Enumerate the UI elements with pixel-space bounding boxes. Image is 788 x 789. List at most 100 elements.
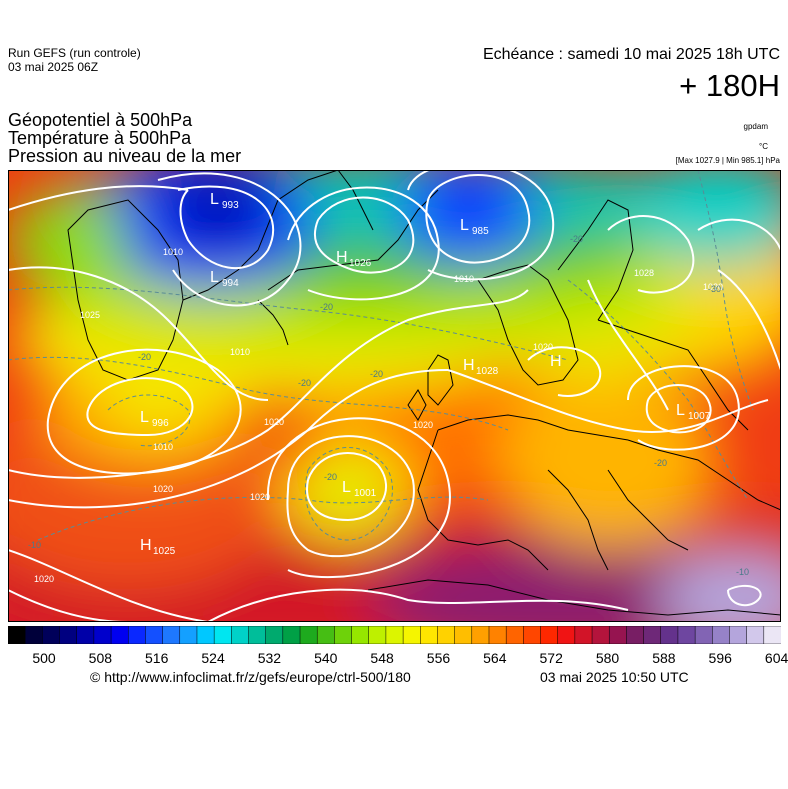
variable-geopotential: Géopotentiel à 500hPa — [8, 110, 193, 130]
color-scale-swatch — [248, 626, 267, 644]
svg-text:1001: 1001 — [354, 488, 377, 499]
color-scale-swatch — [608, 626, 627, 644]
color-scale-swatch — [540, 626, 559, 644]
variable-list: Géopotentiel à 500hPa Température à 500h… — [8, 111, 241, 165]
color-scale-swatch — [763, 626, 781, 644]
color-scale-label: 548 — [370, 650, 394, 666]
color-scale-label: 596 — [708, 650, 732, 666]
svg-text:L: L — [342, 479, 351, 496]
isobar-label: 1020 — [413, 420, 433, 430]
color-scale-swatch — [8, 626, 26, 644]
temperature-label: -20 — [320, 302, 333, 312]
color-scale-swatch — [351, 626, 370, 644]
pressure-max-min: [Max 1027.9 | Min 985.1] hPa — [675, 156, 780, 165]
svg-text:L: L — [676, 402, 685, 419]
temperature-label: -20 — [370, 369, 383, 379]
color-scale-label: 580 — [595, 650, 620, 666]
svg-text:1007: 1007 — [688, 411, 711, 422]
run-title: Run GEFS (run controle) — [8, 46, 141, 60]
svg-text:L: L — [210, 269, 219, 286]
color-scale-swatch — [299, 626, 318, 644]
temperature-label: -10 — [736, 567, 749, 577]
isobar-label: 1020 — [264, 417, 284, 427]
pressure-centers: L 993 L 985 H 1026 L 994 H 1028 L 996 — [140, 191, 711, 557]
color-scale-label: 516 — [145, 650, 169, 666]
isobar-label: 1020 — [533, 342, 553, 352]
color-scale-swatch — [677, 626, 696, 644]
color-scale-swatch — [110, 626, 129, 644]
forecast-step: + 180H — [679, 68, 780, 103]
color-scale-swatch — [76, 626, 95, 644]
svg-text:993: 993 — [222, 200, 239, 211]
color-scale-label: 508 — [88, 650, 113, 666]
svg-text:H: H — [140, 537, 152, 554]
isobar-label: 1020 — [250, 492, 270, 502]
color-scale-swatch — [557, 626, 576, 644]
isobar-label: 1010 — [163, 247, 183, 257]
color-scale-label: 524 — [201, 650, 225, 666]
isobar-label: 1028 — [634, 268, 654, 278]
temperature-labels: -20 -20 -20 -20 -20 -20 -20 -10 -10 -30 — [28, 234, 749, 577]
low-center-993: L 993 — [210, 191, 239, 211]
low-center-1007: L 1007 — [676, 402, 711, 422]
color-scale-swatch — [196, 626, 215, 644]
isobar-labels: 1010 1010 1010 1020 1020 1020 1020 1020 … — [34, 247, 723, 584]
variable-temperature: Température à 500hPa — [8, 128, 192, 148]
color-scale-swatch — [505, 626, 524, 644]
color-scale-swatch — [420, 626, 438, 644]
generated-time: 03 mai 2025 10:50 UTC — [540, 669, 689, 685]
color-scale-label: 540 — [314, 650, 338, 666]
source-credit: © http://www.infoclimat.fr/z/gefs/europe… — [90, 669, 411, 685]
svg-text:H: H — [336, 249, 348, 266]
color-scale-label: 588 — [652, 650, 676, 666]
svg-text:H: H — [550, 353, 562, 370]
color-scale-swatch — [127, 626, 146, 644]
temperature-label: -10 — [28, 540, 41, 550]
variable-pressure: Pression au niveau de la mer — [8, 146, 242, 166]
run-info: Run GEFS (run controle) 03 mai 2025 06Z — [8, 46, 141, 74]
isobars — [8, 170, 781, 622]
color-scale-label: 556 — [426, 650, 451, 666]
isobar-label: 1020 — [34, 574, 54, 584]
color-scale-swatch — [316, 626, 335, 644]
color-scale-swatch — [574, 626, 593, 644]
svg-text:985: 985 — [472, 226, 489, 237]
color-scale-swatch — [24, 626, 43, 644]
color-scale-swatch — [385, 626, 404, 644]
unit-temperature: °C — [759, 142, 768, 151]
color-scale-swatch — [213, 626, 232, 644]
isobar-label: 1020 — [153, 484, 173, 494]
svg-text:L: L — [210, 191, 219, 208]
isobar-label: 1010 — [454, 274, 474, 284]
color-scale-swatch — [626, 626, 645, 644]
low-center-996: L 996 — [140, 409, 169, 429]
isobar-label: 1010 — [153, 442, 173, 452]
isobar-label: 1025 — [80, 310, 100, 320]
color-scale-label: 532 — [257, 650, 282, 666]
color-scale-swatch — [694, 626, 713, 644]
svg-text:L: L — [140, 409, 149, 426]
color-scale-swatch — [282, 626, 301, 644]
color-scale-label: 500 — [32, 650, 56, 666]
color-scale-swatch — [231, 626, 250, 644]
svg-text:1028: 1028 — [476, 366, 499, 377]
color-scale-swatch — [454, 626, 473, 644]
weather-map[interactable]: L 993 L 985 H 1026 L 994 H 1028 L 996 — [8, 170, 781, 622]
color-scale-swatch — [746, 626, 765, 644]
temperature-label: -20 — [654, 458, 667, 468]
unit-geopotential: gpdam — [743, 122, 768, 131]
isobar-label: 1020 — [703, 282, 723, 292]
color-scale-swatch — [42, 626, 61, 644]
low-center-985: L 985 — [460, 217, 489, 237]
color-scale-swatch — [93, 626, 112, 644]
temperature-label: -20 — [324, 472, 337, 482]
low-center-994: L 994 — [210, 269, 239, 289]
color-scale-swatch — [179, 626, 198, 644]
color-scale-swatch — [712, 626, 731, 644]
svg-text:1025: 1025 — [153, 546, 176, 557]
temperature-label: -20 — [138, 352, 151, 362]
color-scale-bar — [8, 626, 781, 644]
forecast-valid-time: Echéance : samedi 10 mai 2025 18h UTC — [482, 46, 780, 63]
color-scale-swatch — [265, 626, 284, 644]
isobar-label: 1010 — [230, 347, 250, 357]
